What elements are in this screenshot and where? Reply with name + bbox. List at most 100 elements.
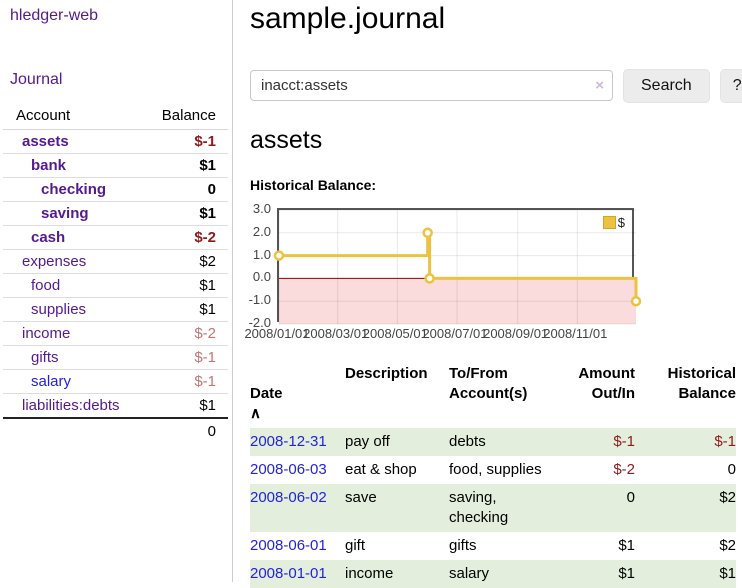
transaction-date: 2008-06-02 [250, 484, 345, 532]
account-row: supplies $1 [3, 297, 228, 322]
table-row[interactable]: 2008-01-01 income salary $1 $1 [250, 560, 736, 588]
transaction-description: gift [345, 537, 366, 554]
chart-label: Historical Balance: [250, 177, 377, 193]
legend-swatch [602, 216, 616, 229]
account-link[interactable]: cash [31, 229, 66, 246]
app-title-link[interactable]: hledger-web [10, 7, 99, 24]
account-row: food $1 [3, 273, 228, 298]
account-row: liabilities:debts $1 [3, 393, 228, 419]
transaction-balance: $1 [719, 565, 736, 582]
account-link[interactable]: liabilities:debts [22, 397, 120, 414]
sidebar: hledger-web Journal Account Balance asse… [0, 0, 233, 582]
sidebar-item-journal[interactable]: Journal [10, 71, 63, 88]
account-link[interactable]: salary [31, 373, 72, 390]
account-row: cash $-2 [3, 225, 228, 250]
chart-legend: $ [600, 214, 627, 231]
account-row: checking 0 [3, 177, 228, 202]
transaction-date-link[interactable]: 2008-12-31 [250, 433, 327, 450]
account-row: assets $-1 [3, 129, 228, 154]
sort-asc-icon: ∧ [250, 405, 261, 422]
main-content: sample.journal × Search ? assets Histori… [244, 0, 742, 588]
page-title: sample.journal [250, 2, 446, 35]
search-input[interactable] [250, 70, 613, 101]
chart-canvas [273, 209, 642, 325]
x-axis-tick-label: 2008/01/01 [244, 326, 310, 341]
table-row[interactable]: 2008-06-02 save saving, checking 0 $2 [250, 484, 736, 532]
transaction-amount: $-1 [613, 433, 635, 450]
account-balance: $-2 [136, 321, 228, 346]
transaction-balance: $2 [719, 489, 736, 506]
header-date[interactable]: Date ∧ [250, 385, 283, 422]
account-link[interactable]: assets [22, 133, 69, 150]
account-link[interactable]: bank [31, 157, 67, 174]
transaction-description: save [345, 489, 377, 506]
transaction-date: 2008-06-01 [250, 532, 345, 560]
table-row[interactable]: 2008-06-01 gift gifts $1 $2 [250, 532, 736, 560]
transaction-date-link[interactable]: 2008-06-03 [250, 461, 327, 478]
clear-search-icon[interactable]: × [595, 77, 604, 94]
header-tofrom: To/From Account(s) [449, 365, 528, 402]
account-balance: $1 [136, 153, 228, 178]
transaction-accounts: food, supplies [449, 461, 542, 478]
transaction-date-link[interactable]: 2008-01-01 [250, 565, 327, 582]
x-axis-tick-label: 2008/09/01 [483, 326, 549, 341]
transaction-amount: $1 [618, 537, 635, 554]
account-balance: $-1 [136, 129, 228, 154]
account-link[interactable]: gifts [31, 349, 59, 366]
account-balance: $-1 [136, 345, 228, 370]
account-row: salary $-1 [3, 369, 228, 394]
y-axis-tick-label: -1.0 [248, 292, 271, 308]
account-row: gifts $-1 [3, 345, 228, 370]
account-link[interactable]: saving [41, 205, 89, 222]
transaction-date-link[interactable]: 2008-06-02 [250, 489, 327, 506]
y-axis-tick-label: 3.0 [252, 201, 271, 216]
chart-plot-area[interactable]: $ [273, 208, 642, 325]
table-row[interactable]: 2008-06-03 eat & shop food, supplies $-2 0 [250, 456, 736, 484]
transaction-description: income [345, 565, 394, 582]
transactions-header-row: Date ∧ Description To/From Account(s) Am… [250, 362, 736, 428]
account-link[interactable]: supplies [31, 301, 87, 318]
transaction-amount: $-2 [613, 461, 635, 478]
account-row: saving $1 [3, 201, 228, 226]
search-button[interactable]: Search [623, 69, 710, 103]
account-row: expenses $2 [3, 249, 228, 274]
accounts-total-row: 0 [3, 417, 228, 443]
transaction-balance: $-1 [714, 433, 736, 450]
account-balance: $2 [136, 249, 228, 274]
account-balance: $1 [136, 297, 228, 322]
transaction-accounts: saving, checking [449, 489, 509, 526]
table-row[interactable]: 2008-12-31 pay off debts $-1 $-1 [250, 428, 736, 456]
account-row: income $-2 [3, 321, 228, 346]
account-link[interactable]: income [22, 325, 71, 342]
account-link[interactable]: expenses [22, 253, 87, 270]
y-axis-tick-label: 0.0 [252, 269, 271, 285]
transaction-date-link[interactable]: 2008-06-01 [250, 537, 327, 554]
search-form: × Search ? [250, 69, 742, 103]
accounts-header-row: Account Balance [3, 103, 228, 130]
legend-label: $ [617, 215, 625, 230]
x-axis-tick-label: 2008/05/01 [362, 326, 428, 341]
account-balance: 0 [136, 177, 228, 202]
x-axis-tick-label: 2008/07/01 [422, 326, 488, 341]
search-help-button[interactable]: ? [719, 69, 742, 103]
transaction-description: eat & shop [345, 461, 417, 478]
account-heading: assets [250, 126, 323, 154]
account-link[interactable]: checking [41, 181, 107, 198]
accounts-header-account: Account [3, 103, 137, 130]
accounts-header-balance: Balance [136, 103, 228, 130]
account-balance: $-2 [136, 225, 228, 250]
transaction-balance: 0 [727, 461, 736, 478]
header-balance: Historical Balance [667, 365, 736, 402]
accounts-table: Account Balance assets $-1 bank $1 checking 0… [3, 103, 228, 443]
transaction-accounts: gifts [449, 537, 477, 554]
transaction-accounts: debts [449, 433, 486, 450]
account-balance: $-1 [136, 369, 228, 394]
accounts-total-value: 0 [3, 417, 228, 443]
transactions-table: Date ∧ Description To/From Account(s) Am… [250, 362, 736, 588]
account-link[interactable]: food [31, 277, 61, 294]
transaction-amount: $1 [618, 565, 635, 582]
transactions-table-body: 2008-12-31 pay off debts $-1 $-1 2008-06-03 ea… [250, 428, 736, 588]
historical-balance-chart: $ 3.0 2.0 1.0 0.0 -1.0 -2.0 2008/01/01 2008/03/… [244, 201, 742, 345]
transaction-date: 2008-01-01 [250, 560, 345, 588]
account-row: bank $1 [3, 153, 228, 178]
